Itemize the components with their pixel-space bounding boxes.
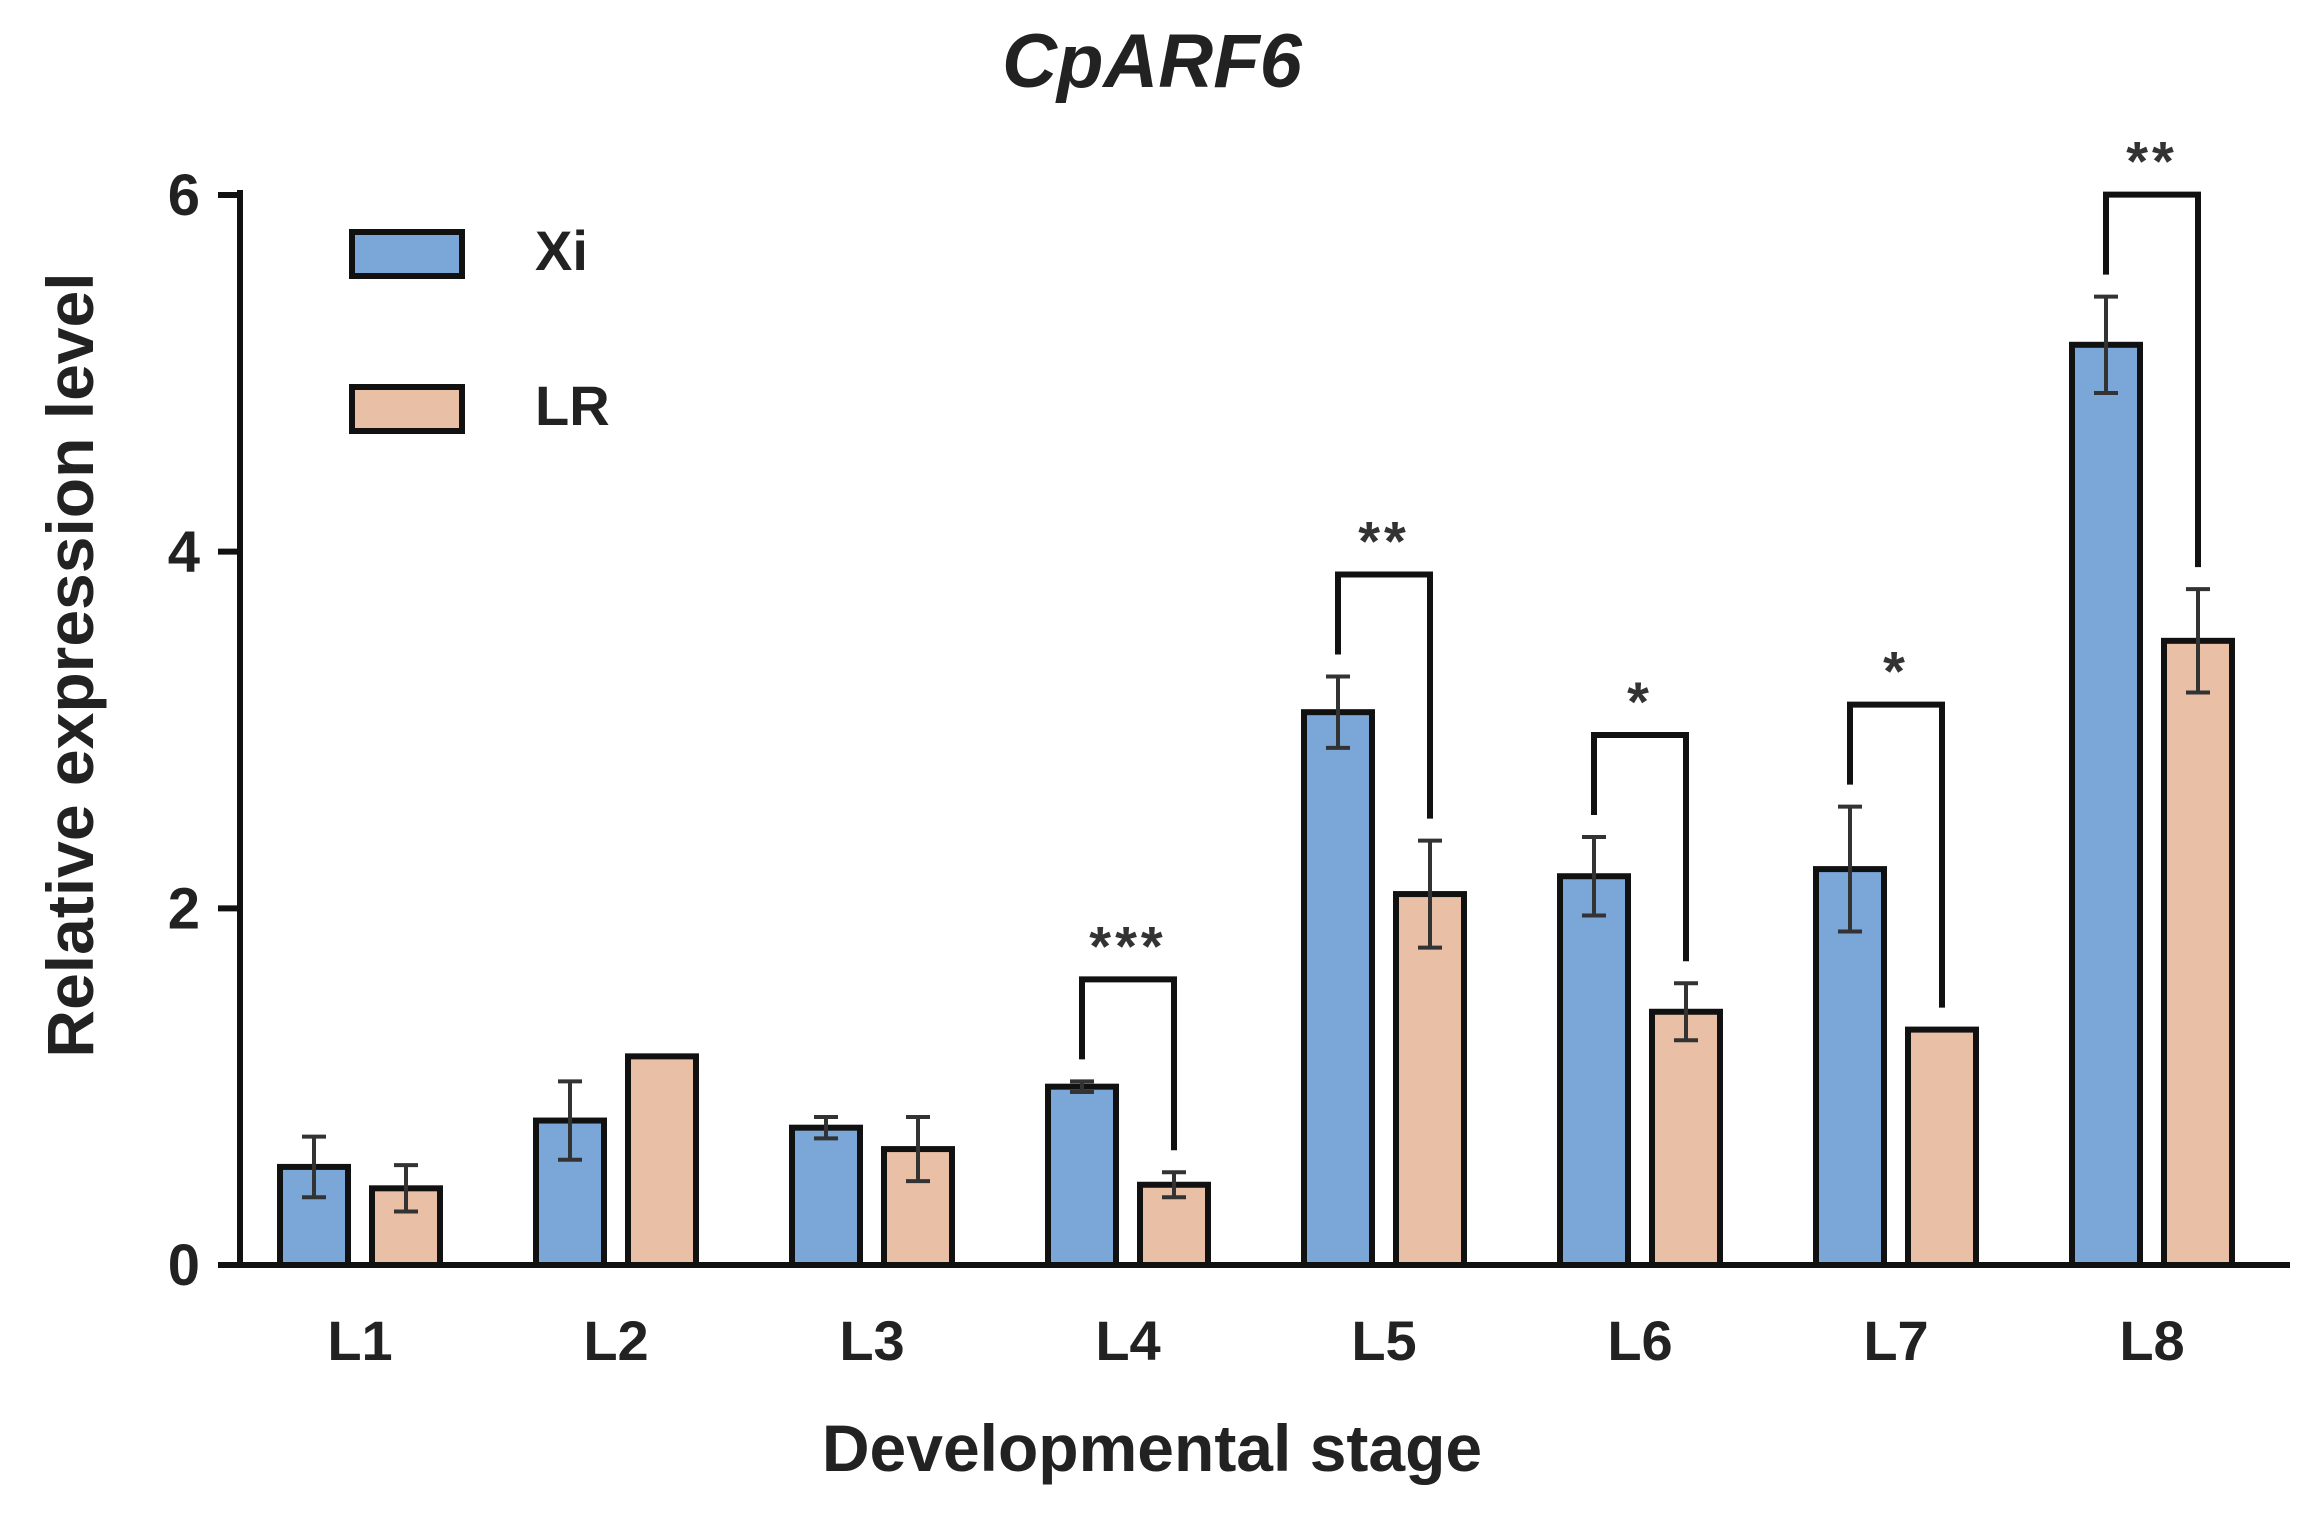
x-tick-label-L8: L8 [2119, 1309, 2184, 1372]
y-tick-label: 0 [168, 1233, 200, 1298]
bar-Xi-L4 [1045, 1083, 1119, 1268]
x-tick-label-L3: L3 [839, 1309, 904, 1372]
legend-swatch-Xi [349, 229, 465, 279]
bar-Xi-L6 [1557, 873, 1631, 1268]
significance-label-L7: * [1883, 640, 1909, 703]
bar-Xi-L3 [789, 1124, 863, 1269]
significance-label-L8: ** [2126, 130, 2178, 193]
significance-bracket-L6 [1591, 732, 1689, 962]
legend-swatch-LR [349, 384, 465, 434]
significance-bracket-L5 [1335, 571, 1433, 819]
y-tick-label: 2 [168, 876, 200, 941]
legend-label-LR: LR [535, 374, 610, 437]
bar-LR-L6 [1649, 1008, 1723, 1268]
x-tick-label-L5: L5 [1351, 1309, 1416, 1372]
x-tick-label-L2: L2 [583, 1309, 648, 1372]
y-tick-label: 6 [168, 163, 200, 228]
significance-bracket-L7 [1847, 701, 1945, 1008]
significance-label-L4: *** [1089, 914, 1166, 977]
chart-title: CpARF6 [1002, 19, 1302, 104]
bar-LR-L5 [1393, 891, 1467, 1268]
significance-label-L5: ** [1358, 510, 1410, 573]
bar-Xi-L8 [2069, 341, 2143, 1268]
bar-Xi-L7 [1813, 866, 1887, 1268]
x-tick-label-L4: L4 [1095, 1309, 1160, 1372]
significance-bracket-L8 [2103, 191, 2201, 568]
significance-label-L6: * [1627, 670, 1653, 733]
legend-label-Xi: Xi [535, 219, 588, 282]
x-axis-label: Developmental stage [821, 1411, 1483, 1485]
bar-LR-L8 [2161, 637, 2235, 1268]
significance-bracket-L4 [1079, 976, 1177, 1151]
x-tick-label-L6: L6 [1607, 1309, 1672, 1372]
y-tick-label: 4 [168, 520, 200, 585]
bar-LR-L7 [1905, 1026, 1979, 1268]
bar-Xi-L5 [1301, 709, 1375, 1268]
bar-LR-L2 [625, 1053, 699, 1268]
x-tick-label-L7: L7 [1863, 1309, 1928, 1372]
x-tick-label-L1: L1 [327, 1309, 392, 1372]
